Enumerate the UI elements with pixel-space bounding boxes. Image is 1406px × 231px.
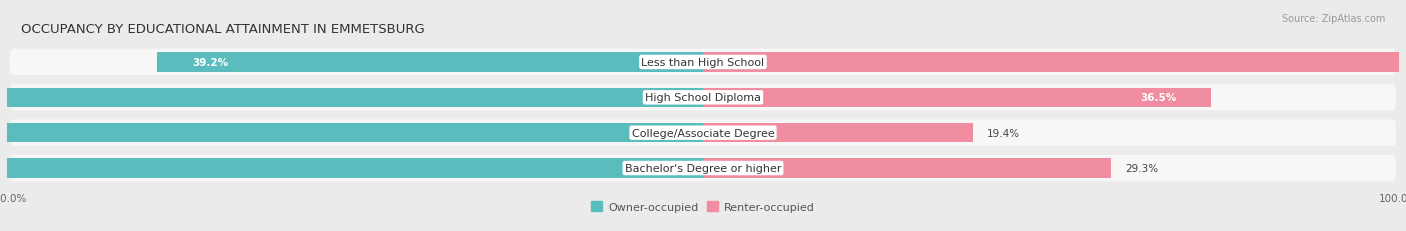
Text: 39.2%: 39.2% bbox=[193, 58, 228, 68]
Text: College/Associate Degree: College/Associate Degree bbox=[631, 128, 775, 138]
Bar bbox=[0, 159, 703, 178]
Bar bbox=[0, 123, 703, 143]
Text: 19.4%: 19.4% bbox=[987, 128, 1021, 138]
Bar bbox=[703, 123, 973, 143]
Text: Less than High School: Less than High School bbox=[641, 58, 765, 68]
FancyBboxPatch shape bbox=[10, 120, 1396, 146]
Bar bbox=[157, 53, 703, 72]
Legend: Owner-occupied, Renter-occupied: Owner-occupied, Renter-occupied bbox=[586, 197, 820, 216]
Text: Bachelor's Degree or higher: Bachelor's Degree or higher bbox=[624, 163, 782, 173]
Text: 29.3%: 29.3% bbox=[1125, 163, 1159, 173]
FancyBboxPatch shape bbox=[10, 49, 1396, 76]
Bar bbox=[703, 88, 1211, 108]
Bar bbox=[703, 159, 1111, 178]
FancyBboxPatch shape bbox=[10, 155, 1396, 182]
Text: High School Diploma: High School Diploma bbox=[645, 93, 761, 103]
Text: OCCUPANCY BY EDUCATIONAL ATTAINMENT IN EMMETSBURG: OCCUPANCY BY EDUCATIONAL ATTAINMENT IN E… bbox=[21, 23, 425, 36]
Text: 36.5%: 36.5% bbox=[1140, 93, 1177, 103]
FancyBboxPatch shape bbox=[10, 85, 1396, 111]
Text: Source: ZipAtlas.com: Source: ZipAtlas.com bbox=[1281, 14, 1385, 24]
Bar bbox=[703, 53, 1406, 72]
Bar bbox=[0, 88, 703, 108]
